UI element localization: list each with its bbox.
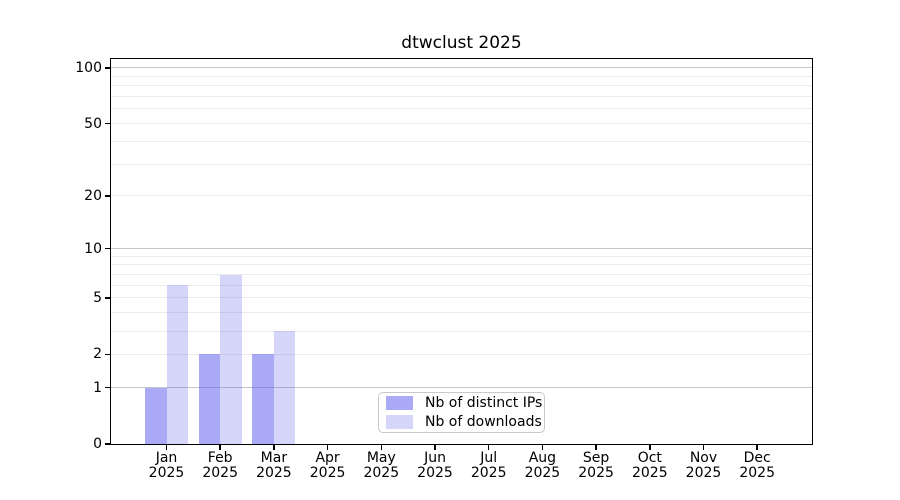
ytick-0: [104, 443, 110, 445]
xtick-month: May: [366, 450, 396, 466]
xtick-label-oct: Oct 2025: [618, 451, 682, 481]
ytick-50: [104, 122, 110, 125]
gridline-y-1: [111, 387, 812, 388]
xtick-aug: [541, 444, 544, 450]
gridline-y-5: [111, 297, 812, 299]
xtick-label-feb: Feb 2025: [188, 451, 252, 481]
ytick-label-10: 10: [84, 240, 102, 257]
gridline-y-30: [111, 163, 812, 165]
ytick-label-2: 2: [93, 346, 102, 363]
xtick-year: 2025: [631, 465, 668, 481]
ytick-1: [104, 386, 110, 389]
legend-label-distinct-ips: Nb of distinct IPs: [425, 395, 543, 411]
legend-item-distinct-ips: Nb of distinct IPs: [386, 395, 544, 411]
gridline-y-100: [111, 67, 812, 69]
ytick-5: [104, 297, 110, 299]
xtick-label-jun: Jun 2025: [403, 451, 467, 481]
xtick-sep: [595, 444, 597, 450]
gridline-y-6: [111, 284, 812, 286]
gridline-y-70: [111, 96, 812, 98]
xtick-year: 2025: [578, 465, 614, 481]
ytick-label-50: 50: [84, 115, 102, 132]
ytick-20: [104, 195, 110, 197]
bar-nb-of-downloads-feb: [220, 274, 242, 444]
ytick-label-1: 1: [93, 379, 102, 396]
xtick-jun: [434, 444, 436, 450]
bar-nb-of-distinct-ips-jan: [145, 387, 167, 444]
xtick-year: 2025: [148, 465, 185, 481]
xtick-label-sep: Sep 2025: [564, 451, 628, 481]
gridline-y-80: [111, 85, 812, 87]
xtick-oct: [649, 444, 651, 450]
xtick-label-may: May 2025: [349, 451, 413, 481]
bar-nb-of-distinct-ips-feb: [198, 354, 221, 444]
xtick-label-dec: Dec 2025: [725, 451, 789, 481]
gridline-y-2: [111, 353, 812, 355]
xtick-month: Sep: [582, 450, 610, 466]
gridline-y-90: [111, 75, 812, 77]
gridline-y-4: [111, 312, 812, 314]
plot-area: [111, 59, 812, 444]
xtick-jan: [165, 444, 168, 450]
xtick-label-apr: Apr 2025: [296, 451, 360, 481]
xtick-feb: [219, 444, 221, 450]
ytick-label-5: 5: [93, 289, 102, 306]
ytick-label-20: 20: [84, 187, 102, 204]
xtick-month: Jun: [424, 450, 446, 466]
legend: Nb of distinct IPs Nb of downloads: [378, 392, 545, 433]
xtick-month: Apr: [315, 450, 340, 466]
xtick-year: 2025: [309, 465, 346, 481]
xtick-month: Feb: [207, 450, 233, 466]
xtick-month: Oct: [637, 450, 662, 466]
xtick-label-aug: Aug 2025: [510, 451, 574, 481]
xtick-label-jul: Jul 2025: [457, 451, 521, 481]
gridline-y-3: [111, 330, 812, 332]
xtick-month: Jul: [480, 450, 498, 466]
xtick-jul: [487, 444, 490, 450]
legend-item-downloads: Nb of downloads: [386, 414, 544, 430]
xtick-year: 2025: [202, 465, 238, 481]
gridline-y-60: [111, 108, 812, 110]
xtick-year: 2025: [363, 465, 400, 481]
ytick-100: [104, 67, 110, 69]
xtick-nov: [702, 444, 705, 450]
gridline-y-10: [111, 248, 812, 250]
chart-title: dtwclust 2025: [401, 33, 522, 53]
gridline-y-7: [111, 274, 812, 276]
xtick-year: 2025: [739, 465, 775, 481]
xtick-year: 2025: [256, 465, 292, 481]
xtick-month: Jan: [155, 450, 178, 466]
xtick-month: Nov: [689, 450, 718, 466]
bar-nb-of-downloads-mar: [273, 331, 296, 444]
xtick-month: Aug: [528, 450, 557, 466]
xtick-label-nov: Nov 2025: [672, 451, 736, 481]
bar-nb-of-distinct-ips-mar: [252, 354, 274, 444]
xtick-may: [380, 444, 383, 450]
xtick-month: Dec: [743, 450, 771, 466]
xtick-label-jan: Jan 2025: [135, 451, 199, 481]
ytick-label-0: 0: [93, 436, 102, 452]
gridline-y-50: [111, 123, 812, 125]
xtick-month: Mar: [260, 450, 288, 466]
xtick-year: 2025: [685, 465, 722, 481]
xtick-year: 2025: [417, 465, 453, 481]
legend-swatch-distinct-ips: [386, 396, 413, 410]
legend-swatch-downloads: [386, 415, 413, 429]
xtick-dec: [756, 444, 758, 450]
xtick-apr: [326, 444, 329, 450]
xtick-mar: [273, 444, 275, 450]
xtick-year: 2025: [524, 465, 561, 481]
gridline-y-9: [111, 255, 812, 257]
xtick-label-mar: Mar 2025: [242, 451, 306, 481]
legend-label-downloads: Nb of downloads: [425, 414, 542, 430]
ytick-2: [104, 353, 110, 356]
xtick-year: 2025: [470, 465, 507, 481]
gridline-y-20: [111, 195, 812, 197]
ytick-label-100: 100: [75, 59, 102, 76]
bar-nb-of-downloads-jan: [166, 285, 188, 444]
gridline-y-40: [111, 140, 812, 142]
gridline-y-8: [111, 264, 812, 266]
ytick-10: [104, 247, 110, 250]
